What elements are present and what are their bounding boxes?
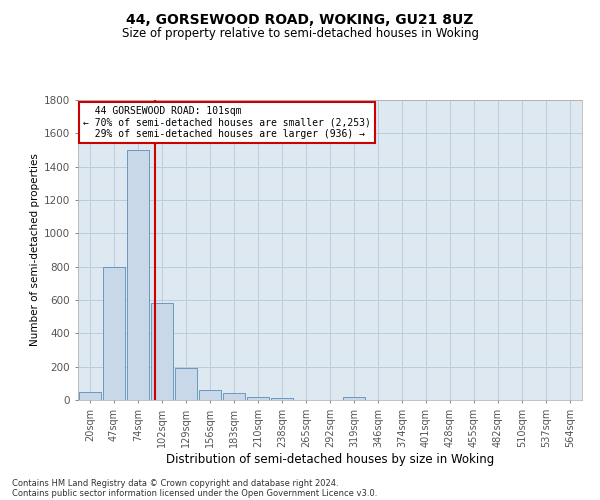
Bar (247, 396, 269, 400)
Text: Contains HM Land Registry data © Crown copyright and database right 2024.: Contains HM Land Registry data © Crown c… (12, 478, 338, 488)
Bar (151, 304, 173, 400)
Bar (271, 398, 293, 400)
Text: Contains public sector information licensed under the Open Government Licence v3: Contains public sector information licen… (12, 488, 377, 498)
Bar (103, 266, 125, 400)
X-axis label: Distribution of semi-detached houses by size in Woking: Distribution of semi-detached houses by … (166, 452, 494, 466)
Bar (127, 150, 149, 400)
Text: Size of property relative to semi-detached houses in Woking: Size of property relative to semi-detach… (121, 28, 479, 40)
Bar (175, 368, 197, 400)
Bar (223, 394, 245, 400)
Bar (199, 390, 221, 400)
Text: 44 GORSEWOOD ROAD: 101sqm
← 70% of semi-detached houses are smaller (2,253)
  29: 44 GORSEWOOD ROAD: 101sqm ← 70% of semi-… (83, 106, 371, 139)
Y-axis label: Number of semi-detached properties: Number of semi-detached properties (30, 154, 40, 346)
Bar (79, 392, 101, 400)
Text: 44, GORSEWOOD ROAD, WOKING, GU21 8UZ: 44, GORSEWOOD ROAD, WOKING, GU21 8UZ (127, 12, 473, 26)
Bar (343, 396, 365, 400)
